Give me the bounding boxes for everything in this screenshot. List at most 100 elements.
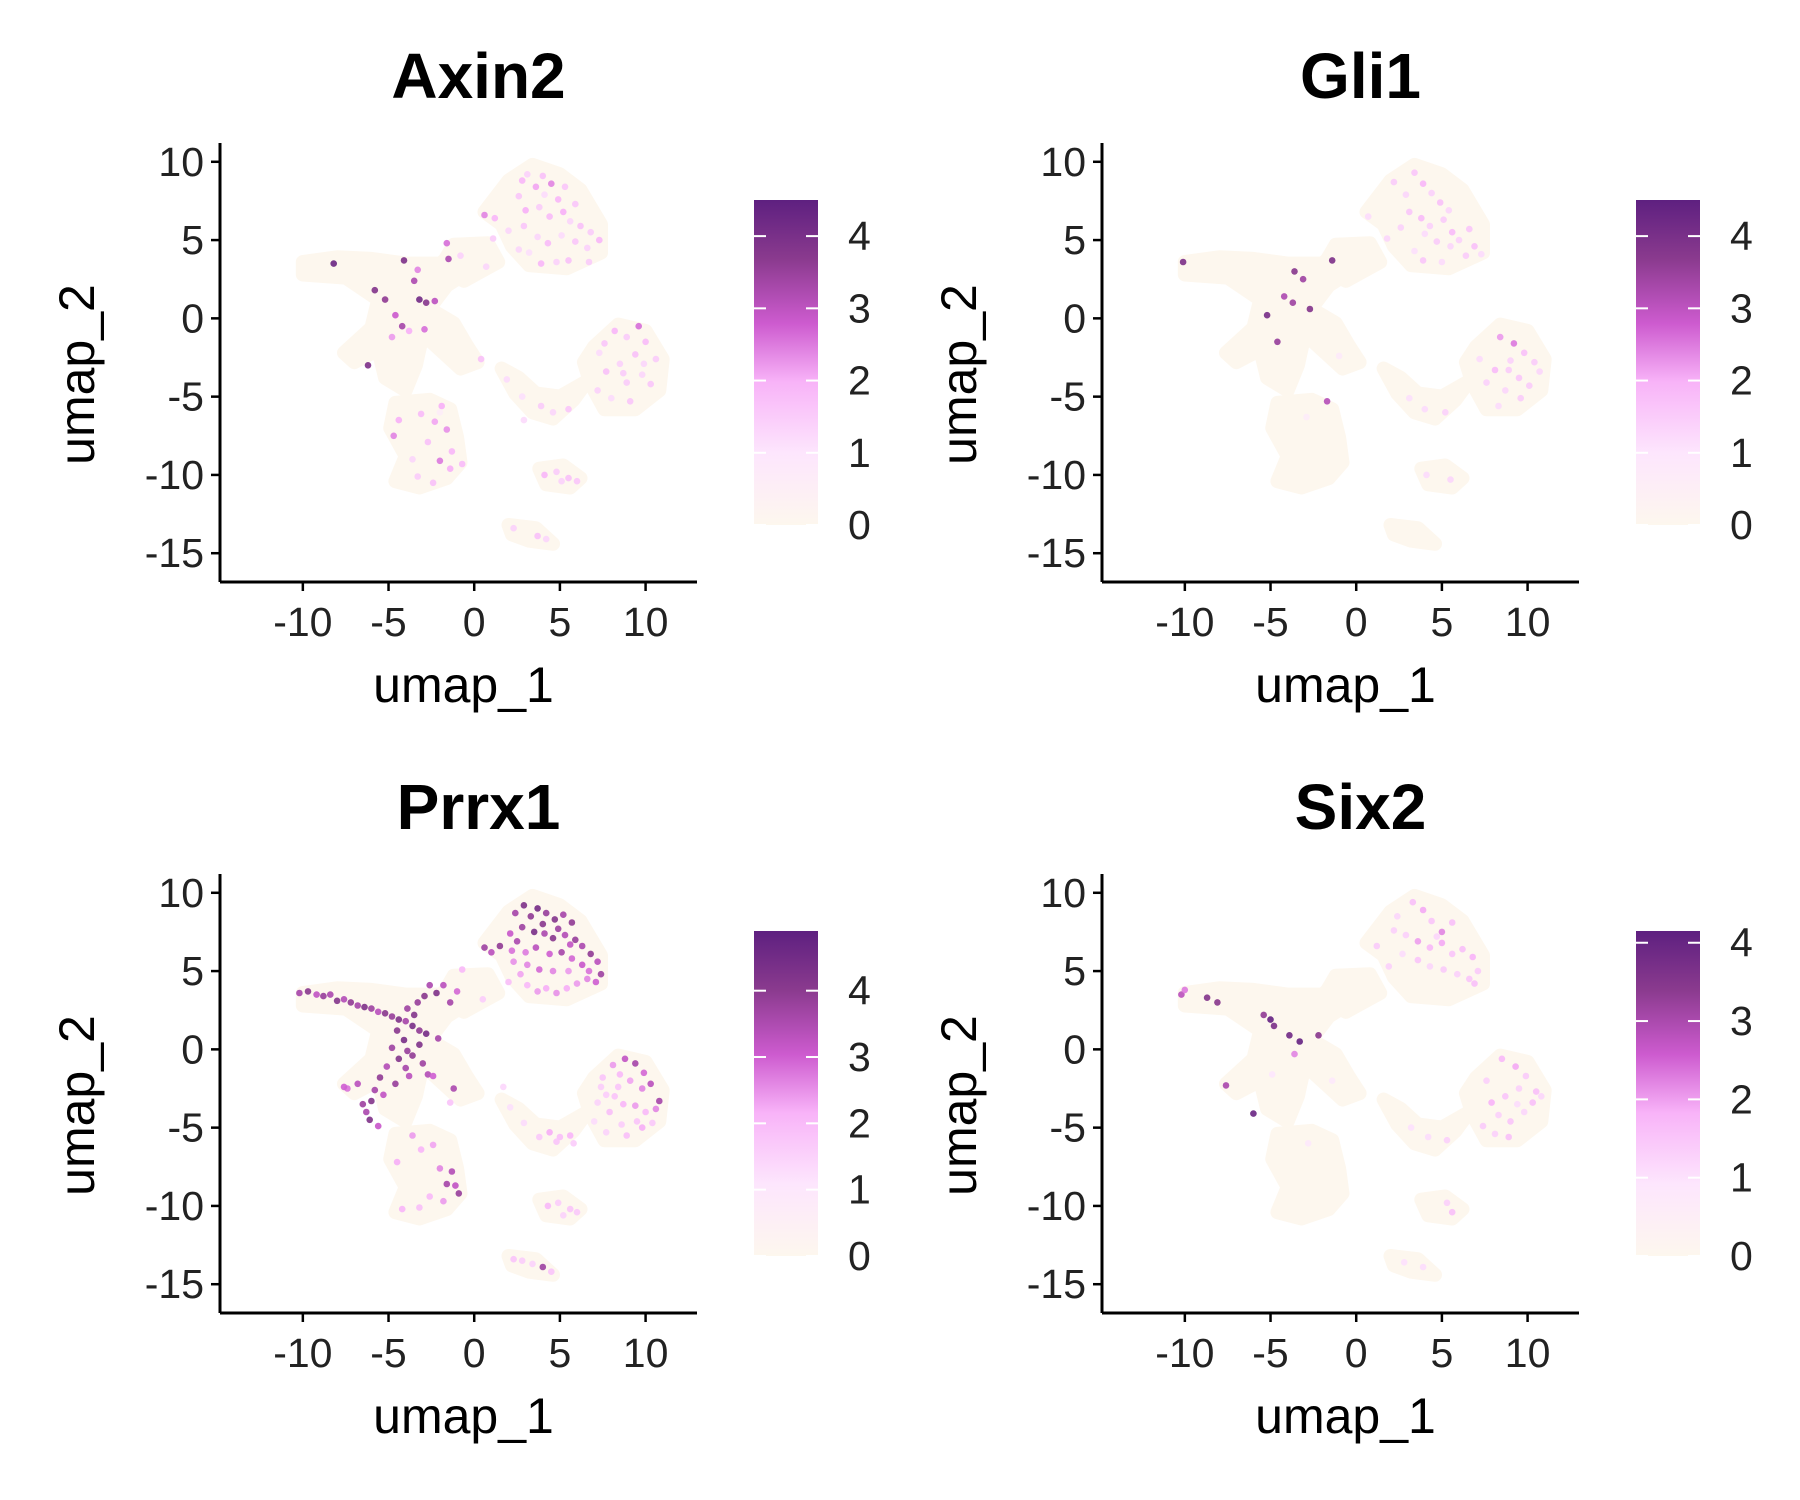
y-axis-label: umap_2 — [49, 1015, 105, 1196]
cell-point — [477, 355, 485, 363]
cell-point — [1447, 243, 1454, 250]
cell-point — [553, 989, 560, 997]
background-cells — [1177, 888, 1552, 1282]
cell-point — [537, 260, 545, 267]
cell-point — [1406, 208, 1413, 216]
cell-point — [1466, 975, 1473, 983]
color-bar — [1636, 931, 1700, 1256]
cell-point — [1390, 927, 1398, 934]
cell-point — [1455, 236, 1463, 244]
cell-point — [626, 398, 634, 405]
cell-point — [405, 327, 413, 335]
cell-cloud — [576, 1048, 670, 1148]
cell-point — [1517, 394, 1524, 402]
x-tick-label: 10 — [1505, 599, 1551, 645]
cell-point — [1400, 1259, 1408, 1266]
cell-point — [414, 473, 422, 480]
cell-point — [1426, 944, 1434, 951]
x-tick-label: 0 — [1345, 1330, 1368, 1376]
y-tick-label: -15 — [1027, 530, 1086, 576]
cell-point — [392, 1080, 399, 1088]
cell-point — [513, 938, 521, 945]
cell-point — [445, 255, 452, 263]
cell-point — [1471, 243, 1478, 250]
cell-point — [1438, 928, 1446, 936]
cell-point — [515, 192, 523, 200]
cell-cloud — [383, 1123, 468, 1226]
cell-point — [560, 1212, 567, 1219]
y-tick-label: 0 — [181, 295, 204, 341]
cell-point — [481, 211, 488, 219]
cell-point — [1445, 207, 1453, 214]
y-tick-label: -10 — [145, 452, 204, 498]
cell-point — [1433, 238, 1441, 245]
cell-cloud — [1265, 1123, 1350, 1226]
cell-point — [577, 222, 584, 230]
cell-point — [404, 1047, 411, 1055]
cell-point — [1328, 1077, 1336, 1084]
cell-cloud — [295, 242, 489, 398]
cell-point — [1419, 1263, 1427, 1271]
y-tick-label: -5 — [1050, 374, 1086, 420]
cell-cloud — [1177, 242, 1371, 398]
cell-point — [364, 362, 372, 369]
cell-point — [398, 322, 406, 330]
cell-point — [1426, 963, 1434, 970]
cell-point — [1438, 258, 1446, 266]
cell-point — [1426, 222, 1434, 230]
cell-point — [340, 996, 348, 1003]
cell-point — [457, 252, 464, 259]
cell-point — [510, 958, 517, 965]
cell-point — [380, 1091, 387, 1099]
cell-point — [1507, 1118, 1514, 1125]
cell-point — [553, 1138, 560, 1145]
legend-tick-label: 0 — [848, 502, 871, 548]
cell-point — [500, 1083, 507, 1091]
cell-point — [640, 360, 648, 368]
cell-point — [446, 999, 454, 1006]
cell-point — [553, 468, 560, 476]
cell-point — [505, 978, 512, 986]
cell-point — [1526, 382, 1533, 390]
cell-cloud — [1414, 1189, 1470, 1226]
cell-point — [1335, 352, 1343, 360]
legend-tick-label: 3 — [1730, 998, 1753, 1044]
cell-point — [590, 1118, 598, 1125]
cell-point — [431, 297, 439, 305]
cell-point — [633, 1118, 641, 1125]
cell-point — [1286, 1032, 1293, 1039]
y-tick-label: -5 — [1050, 1105, 1086, 1151]
cell-point — [1406, 394, 1413, 402]
y-tick-label: 10 — [1040, 139, 1086, 185]
cell-point — [416, 296, 423, 303]
y-axis-label: umap_2 — [931, 284, 987, 465]
cell-point — [1270, 1022, 1278, 1030]
cell-point — [1495, 402, 1502, 410]
cell-point — [333, 997, 341, 1005]
cell-point — [481, 944, 488, 951]
color-bar — [754, 931, 818, 1256]
y-tick-label: 5 — [1063, 948, 1086, 994]
cell-point — [1385, 963, 1393, 970]
cell-point — [400, 1036, 408, 1044]
panel-axin2: Axin2 -10 -5 0 5 10 10 5 0 -5 -10 -15 umap_1 umap_2 0 1… — [49, 40, 871, 713]
cell-point — [400, 257, 408, 264]
y-tick-label: 10 — [158, 870, 204, 916]
cell-point — [642, 338, 649, 346]
cell-point — [530, 928, 538, 936]
cell-point — [1394, 913, 1401, 920]
y-tick-label: -10 — [1027, 1183, 1086, 1229]
cell-point — [1203, 994, 1211, 1001]
cell-cloud — [1383, 1249, 1442, 1282]
cell-point — [1496, 333, 1504, 341]
cell-point — [1296, 1038, 1303, 1045]
cell-point — [1459, 945, 1466, 953]
x-tick-label: 10 — [623, 1330, 669, 1376]
cell-point — [395, 1055, 403, 1063]
legend-tick-label: 1 — [848, 430, 871, 476]
cell-point — [536, 203, 543, 211]
cell-point — [508, 947, 516, 954]
panel-title: Axin2 — [391, 40, 565, 112]
cell-point — [1291, 1050, 1298, 1058]
cell-point — [1421, 405, 1429, 413]
